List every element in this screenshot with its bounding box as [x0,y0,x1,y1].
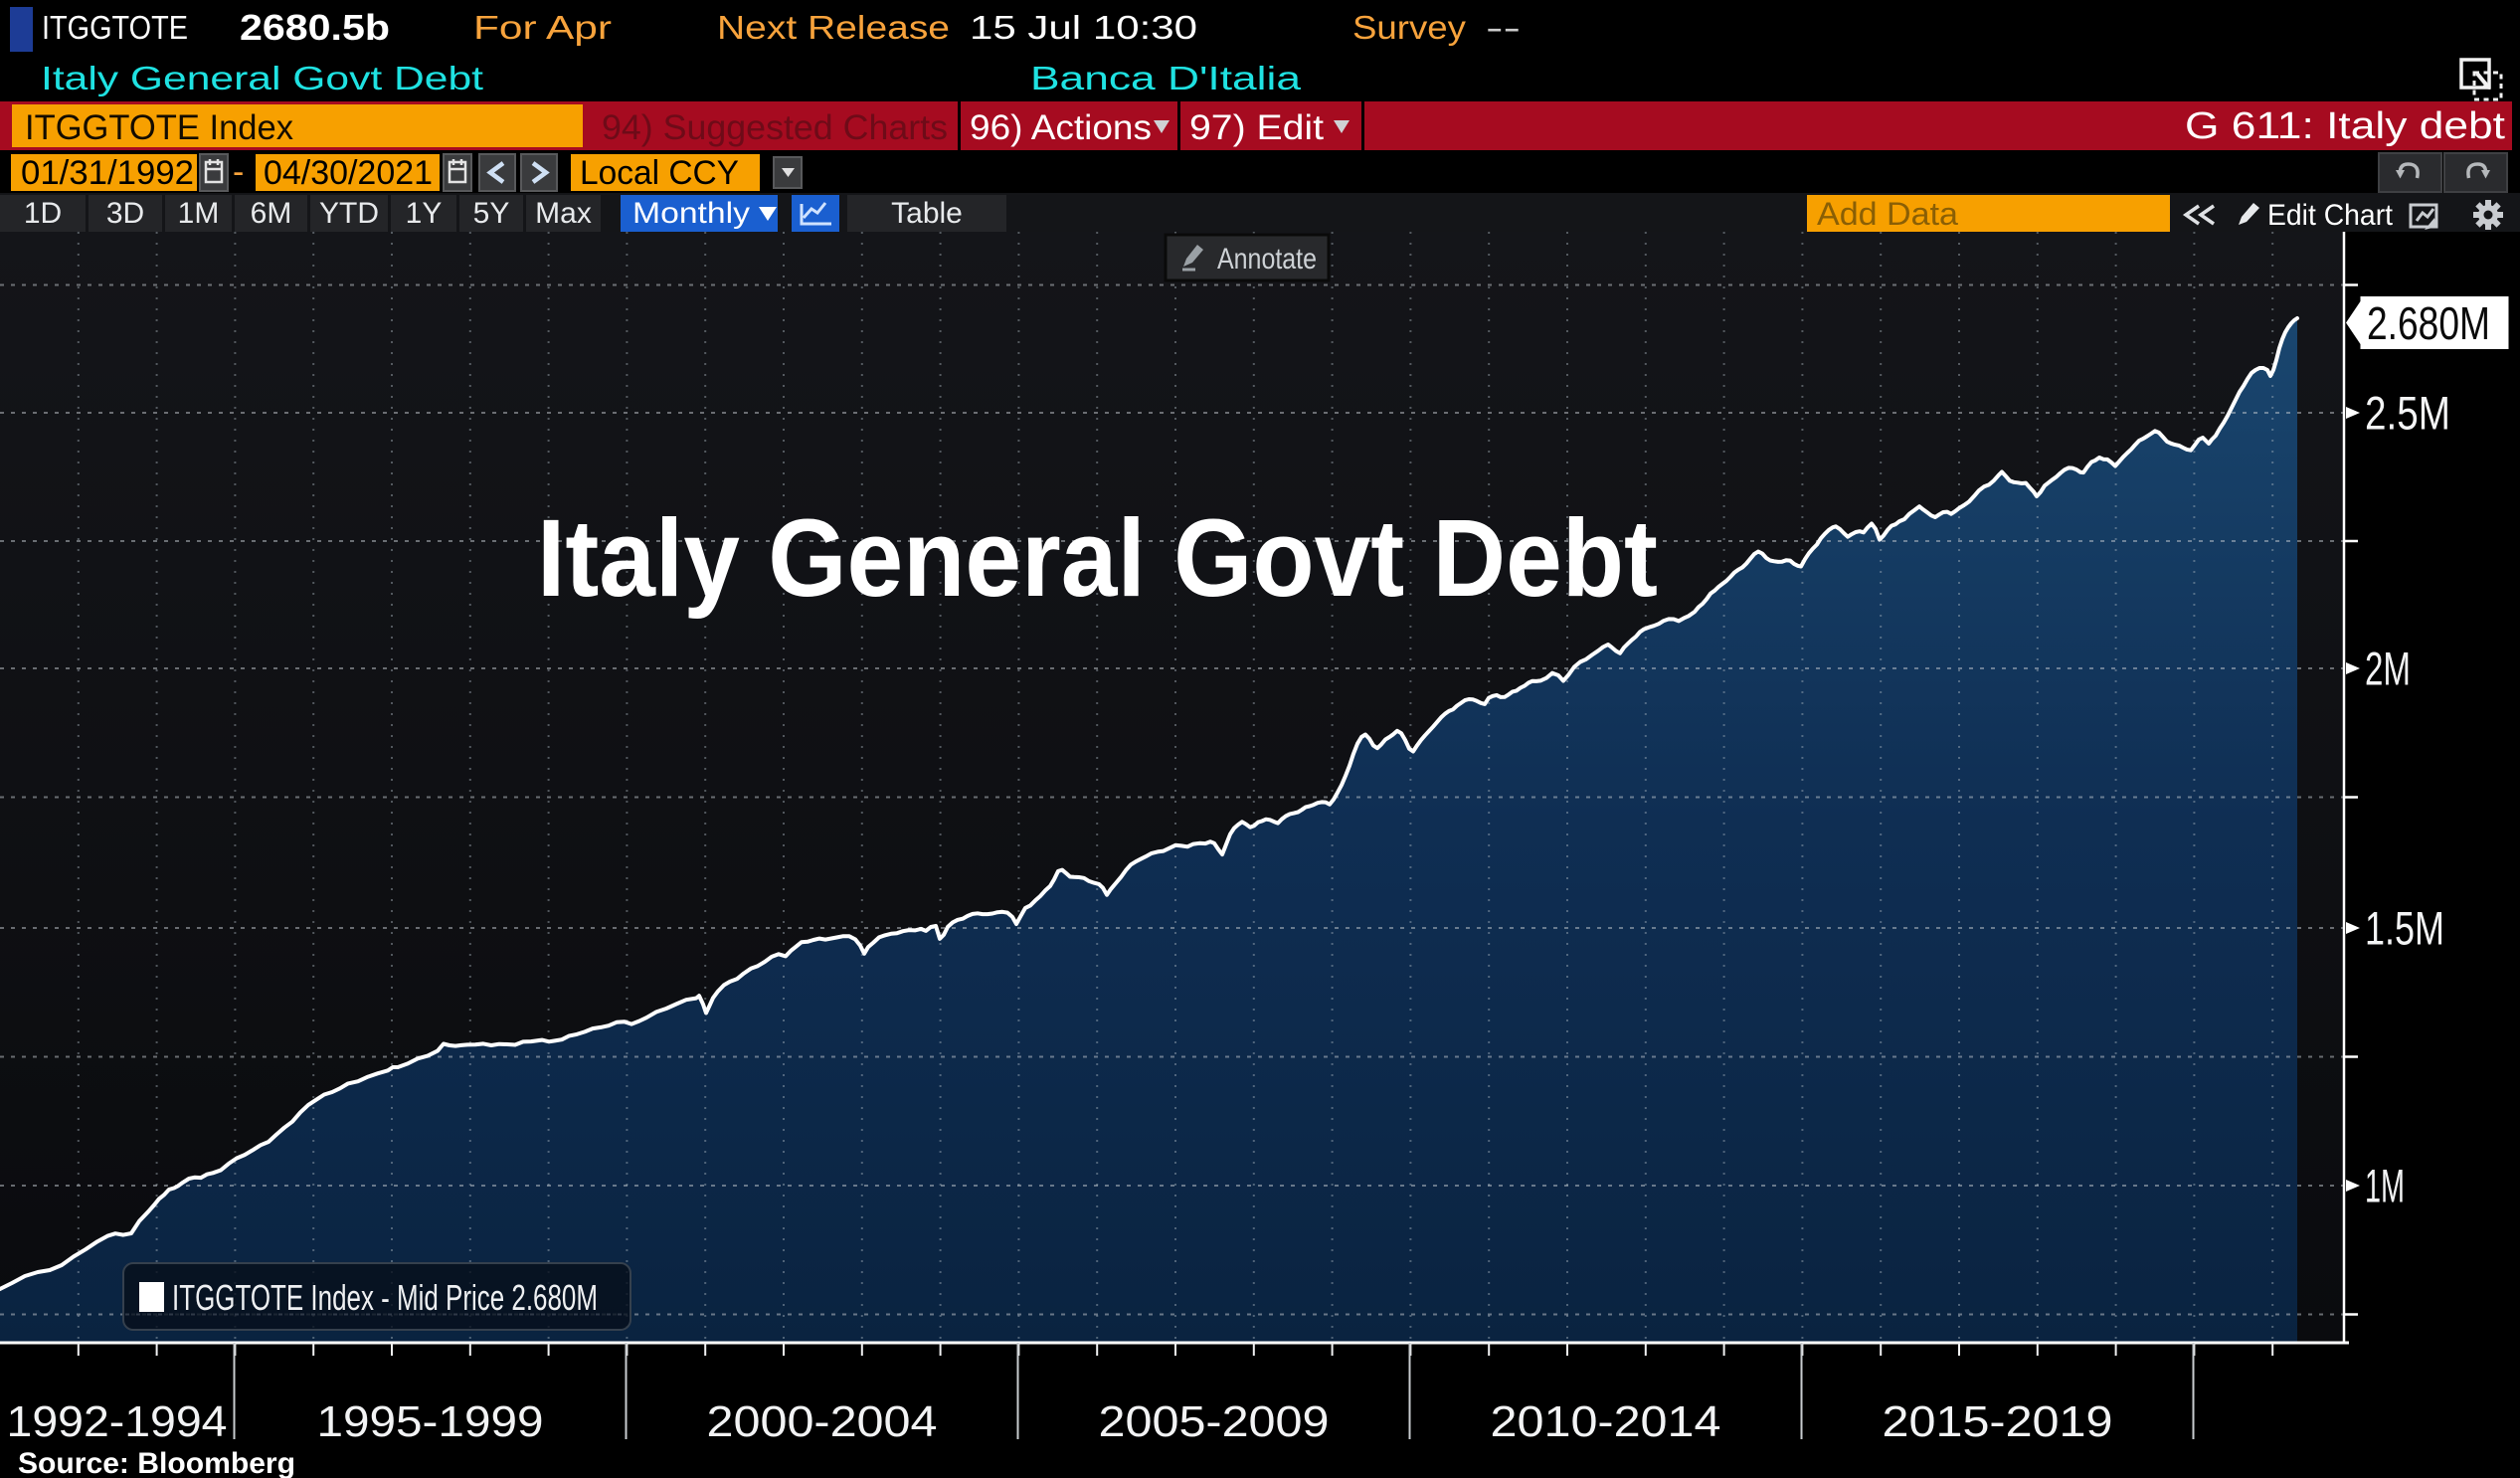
svg-text:94) Suggested Charts: 94) Suggested Charts [602,108,948,147]
svg-text:Table: Table [891,197,963,230]
svg-text:Monthly: Monthly [632,197,750,230]
svg-text:2680.5b: 2680.5b [240,7,390,48]
svg-text:1992-1994: 1992-1994 [7,1397,228,1446]
svg-text:ITGGTOTE Index: ITGGTOTE Index [25,108,293,147]
svg-text:-: - [233,153,244,191]
svg-text:3D: 3D [106,197,144,230]
svg-text:1995-1999: 1995-1999 [317,1397,544,1446]
svg-text:5Y: 5Y [473,197,510,230]
svg-text:Italy General Govt Debt: Italy General Govt Debt [537,497,1658,620]
svg-text:For Apr: For Apr [473,9,612,46]
svg-text:1M: 1M [178,197,220,230]
svg-text:Annotate: Annotate [1217,243,1317,276]
svg-text:Italy General Govt Debt: Italy General Govt Debt [41,60,483,96]
svg-text:2.680M: 2.680M [2367,297,2490,349]
svg-text:ITGGTOTE Index - Mid Price 2.6: ITGGTOTE Index - Mid Price 2.680M [172,1277,598,1318]
svg-text:15 Jul 10:30: 15 Jul 10:30 [970,9,1197,46]
svg-text:1D: 1D [24,197,62,230]
svg-text:G 611: Italy debt: G 611: Italy debt [2185,105,2506,147]
svg-text:ITGGTOTE: ITGGTOTE [42,9,188,46]
svg-text:Edit Chart: Edit Chart [2267,199,2394,232]
svg-text:2005-2009: 2005-2009 [1099,1397,1330,1446]
svg-text:97) Edit: 97) Edit [1189,108,1324,147]
svg-text:2M: 2M [2365,643,2411,695]
svg-text:Source: Bloomberg: Source: Bloomberg [18,1447,295,1478]
svg-text:96) Actions: 96) Actions [970,108,1152,147]
svg-text:Max: Max [535,197,592,230]
svg-text:6M: 6M [251,197,292,230]
svg-text:2015-2019: 2015-2019 [1883,1397,2113,1446]
svg-text:1M: 1M [2365,1160,2405,1212]
svg-text:1.5M: 1.5M [2365,902,2444,955]
svg-text:Banca D'Italia: Banca D'Italia [1030,60,1302,96]
svg-text:01/31/1992: 01/31/1992 [21,154,194,192]
svg-text:Add Data: Add Data [1817,196,1958,232]
svg-text:2.5M: 2.5M [2365,387,2450,440]
svg-text:2010-2014: 2010-2014 [1491,1397,1721,1446]
svg-text:--: -- [1486,9,1521,46]
svg-text:2000-2004: 2000-2004 [707,1397,938,1446]
svg-text:04/30/2021: 04/30/2021 [264,154,433,192]
svg-text:Local CCY: Local CCY [580,154,739,192]
svg-text:YTD: YTD [319,197,379,230]
svg-text:1Y: 1Y [406,197,443,230]
svg-text:Survey: Survey [1352,9,1467,46]
svg-text:Next Release: Next Release [717,9,950,46]
